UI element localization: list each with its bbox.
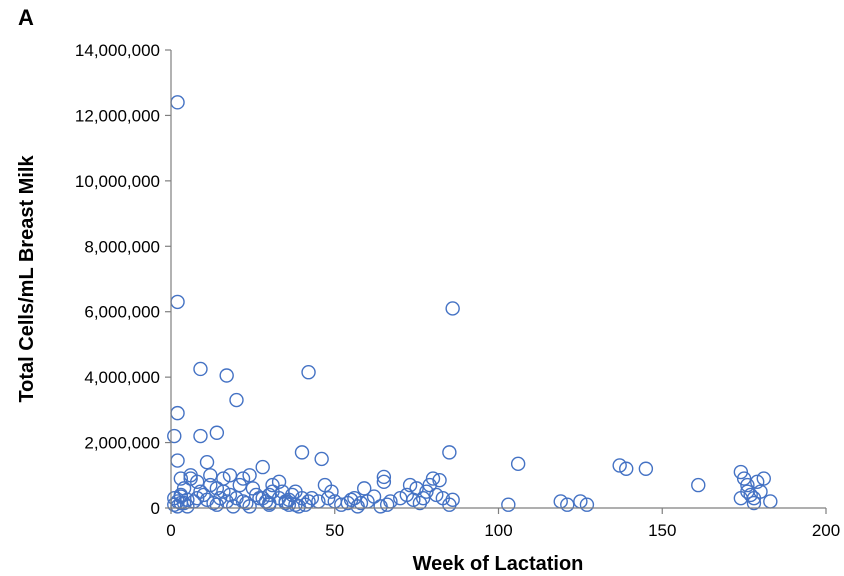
x-tick-label: 0: [166, 521, 175, 540]
data-point: [379, 497, 395, 512]
data-point: [189, 490, 205, 506]
data-point: [209, 481, 225, 496]
data-point: [232, 477, 247, 493]
data-point: [579, 497, 595, 512]
data-point: [229, 392, 244, 408]
data-point: [222, 468, 238, 483]
plot-points: [167, 95, 778, 514]
x-tick-label: 150: [648, 521, 676, 540]
data-point: [167, 428, 182, 444]
x-tick-label: 100: [484, 521, 512, 540]
data-point: [209, 425, 225, 440]
data-point: [415, 490, 431, 506]
data-point: [170, 405, 185, 421]
data-point: [265, 477, 280, 493]
data-point: [242, 499, 257, 514]
data-point: [314, 451, 329, 467]
data-point: [176, 495, 192, 511]
data-point: [560, 497, 575, 512]
data-point: [740, 477, 755, 493]
data-point: [691, 477, 706, 493]
data-point: [353, 495, 369, 511]
data-point: [612, 458, 627, 473]
data-point: [756, 471, 771, 486]
data-point: [619, 461, 634, 476]
x-axis-title: Week of Lactation: [413, 553, 584, 575]
data-point: [193, 428, 208, 444]
data-point: [376, 469, 392, 485]
data-point: [638, 461, 654, 476]
data-point: [743, 487, 758, 503]
data-point: [219, 368, 234, 383]
data-point: [419, 484, 434, 499]
data-point: [402, 477, 418, 493]
data-point: [376, 474, 392, 490]
data-point: [235, 471, 251, 486]
data-point: [324, 484, 339, 499]
data-point: [170, 453, 185, 468]
data-point: [445, 301, 460, 316]
y-axis-title: Total Cells/mL Breast Milk: [16, 155, 38, 403]
y-tick-label: 0: [151, 499, 160, 518]
data-point: [736, 471, 752, 486]
data-point: [510, 456, 526, 472]
x-tick-label: 200: [812, 521, 840, 540]
data-point: [429, 487, 444, 503]
data-point: [366, 489, 382, 504]
data-point: [242, 468, 257, 483]
data-point: [321, 490, 336, 506]
data-point: [180, 492, 195, 508]
x-axis-ticks: 0 50 100 150 200: [166, 508, 840, 540]
data-point: [203, 477, 218, 493]
data-point: [294, 445, 310, 460]
data-point: [445, 492, 460, 508]
data-point: [763, 494, 778, 509]
data-point: [733, 464, 749, 480]
data-point: [193, 361, 208, 377]
data-point: [740, 484, 755, 499]
y-tick-label: 2,000,000: [84, 434, 160, 453]
y-tick-label: 4,000,000: [84, 368, 160, 387]
y-tick-label: 10,000,000: [75, 172, 160, 191]
data-point: [373, 499, 388, 514]
data-point: [170, 294, 185, 310]
data-point: [245, 481, 261, 496]
y-axis-ticks: 0 2,000,000 4,000,000 6,000,000 8,000,000 10,…: [75, 41, 171, 518]
data-point: [255, 459, 270, 475]
data-point: [442, 445, 457, 460]
data-point: [209, 497, 225, 512]
data-point: [216, 471, 231, 486]
y-tick-label: 6,000,000: [84, 303, 160, 322]
data-point: [189, 474, 205, 490]
data-point: [304, 490, 320, 506]
x-tick-label: 50: [325, 521, 344, 540]
data-point: [271, 474, 287, 490]
y-tick-label: 14,000,000: [75, 41, 160, 60]
data-point: [281, 497, 297, 512]
data-point: [173, 471, 189, 486]
data-point: [746, 495, 762, 511]
panel-label: A: [18, 5, 34, 30]
y-tick-label: 12,000,000: [75, 106, 160, 125]
data-point: [203, 468, 218, 483]
data-point: [262, 495, 277, 511]
data-point: [432, 472, 447, 488]
data-point: [425, 471, 441, 486]
data-point: [170, 95, 185, 110]
data-point: [173, 489, 189, 504]
data-point: [199, 455, 215, 470]
y-tick-label: 8,000,000: [84, 237, 160, 256]
data-point: [409, 481, 424, 496]
data-point: [262, 487, 277, 503]
data-point: [750, 474, 765, 490]
data-point: [239, 495, 254, 511]
data-point: [212, 490, 228, 506]
data-point: [281, 492, 297, 508]
data-point: [501, 497, 516, 512]
data-point: [357, 481, 372, 496]
data-point: [183, 471, 198, 486]
data-point: [291, 499, 306, 514]
data-point: [301, 365, 316, 380]
